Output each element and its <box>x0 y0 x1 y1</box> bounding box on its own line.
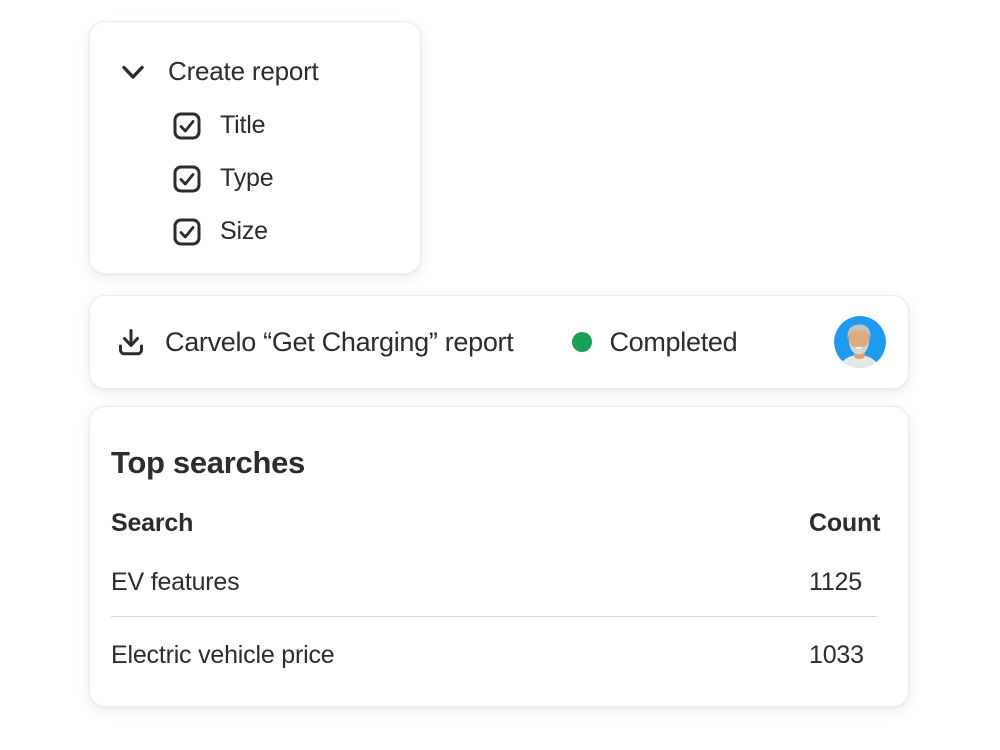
checkbox-label: Type <box>220 164 274 192</box>
avatar-beard <box>849 340 869 355</box>
checkbox-label: Size <box>220 217 268 245</box>
avatar-smile <box>854 346 864 349</box>
checkbox-row-size[interactable]: Size <box>173 217 273 246</box>
table-row-count: 1033 <box>809 641 864 669</box>
avatar-shirt <box>839 355 879 368</box>
avatar-face <box>848 326 870 351</box>
checkbox-checked-icon[interactable] <box>173 165 201 193</box>
create-report-card: Create report Title Type <box>89 21 421 274</box>
create-report-title: Create report <box>168 56 319 86</box>
checkbox-checked-icon[interactable] <box>173 218 201 246</box>
report-status-card: Carvelo “Get Charging” report Completed <box>89 295 909 389</box>
status-badge: Completed <box>572 326 738 358</box>
status-label: Completed <box>609 326 738 357</box>
report-title: Carvelo “Get Charging” report <box>165 326 514 357</box>
checkbox-row-type[interactable]: Type <box>173 164 274 193</box>
checkbox-label: Title <box>220 111 266 139</box>
create-report-options: Title Type Size <box>173 111 274 246</box>
row-divider <box>111 616 877 617</box>
column-header-count: Count <box>809 509 881 537</box>
column-header-search: Search <box>111 509 194 537</box>
status-dot-icon <box>572 332 593 352</box>
checkbox-checked-icon[interactable] <box>173 112 201 140</box>
top-searches-title: Top searches <box>111 445 305 480</box>
table-row-search: EV features <box>111 568 240 596</box>
table-row-search: Electric vehicle price <box>111 641 335 669</box>
avatar-hair <box>847 324 871 339</box>
download-icon[interactable] <box>114 325 148 359</box>
create-report-header[interactable]: Create report <box>119 56 319 87</box>
table-row-count: 1125 <box>809 568 862 596</box>
chevron-down-icon[interactable] <box>119 58 147 86</box>
checkbox-row-title[interactable]: Title <box>173 111 273 140</box>
user-avatar[interactable] <box>834 316 886 368</box>
top-searches-card: Top searches Search Count EV features 11… <box>89 406 909 707</box>
